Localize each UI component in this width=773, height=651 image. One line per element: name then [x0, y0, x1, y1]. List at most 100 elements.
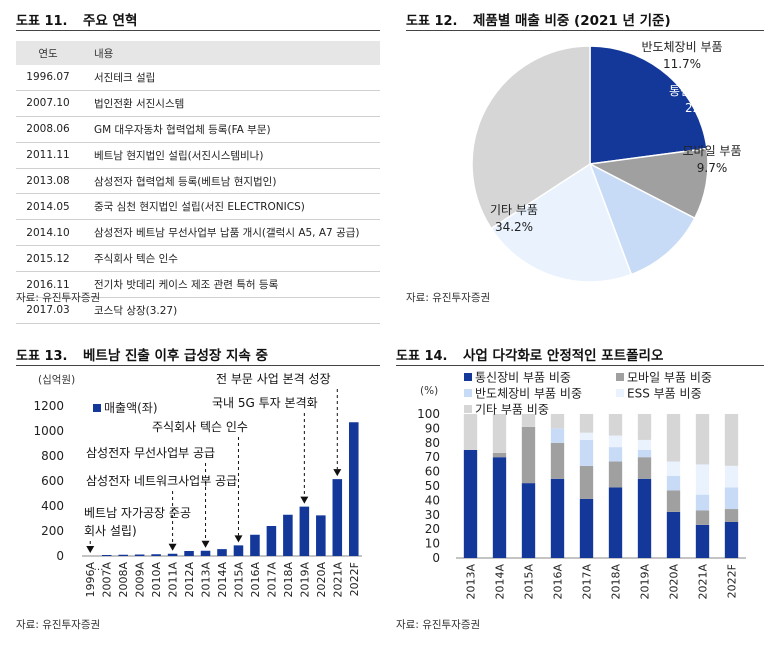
x-tick-label: 2016A	[249, 562, 262, 598]
y-tick-label: 1200	[33, 399, 64, 413]
x-tick-label: 2009A	[134, 562, 147, 598]
row-content: 베트남 현지법인 설립(서진시스템비나)	[80, 142, 380, 169]
table-row: 2014.05 중국 심천 현지법인 설립(서진 ELECTRONICS)	[16, 193, 380, 221]
bar	[250, 534, 260, 556]
table-row: 2008.06 GM 대우자동차 협력업체 등록(FA 부문)	[16, 116, 380, 143]
pie-slice-value: 11.7%	[663, 57, 701, 71]
stacked-bar-segment	[724, 465, 739, 488]
legend-label: ESS 부품 비중	[627, 387, 702, 401]
row-content: 중국 심천 현지법인 설립(서진 ELECTRONICS)	[80, 193, 380, 221]
annotation-text: 삼성전자 네트워크사업부 공급	[86, 474, 237, 488]
bar	[316, 515, 326, 556]
row-year: 2007.10	[16, 90, 80, 117]
stacked-bar-segment	[550, 478, 565, 558]
x-tick-label: 2021A	[697, 564, 710, 600]
legend-swatch	[616, 389, 624, 397]
figure-title: 주요 연혁	[83, 13, 138, 29]
figure-title: 사업 다각화로 안정적인 포트폴리오	[463, 348, 664, 364]
stacked-bar-segment	[492, 457, 507, 558]
legend-label: 반도체장비 부품 비중	[475, 387, 582, 401]
x-tick-label: 2022F	[348, 562, 361, 596]
x-tick-label: 2014A	[216, 562, 229, 598]
stacked-bar-segment	[550, 414, 565, 429]
stacked-bar-segment	[550, 428, 565, 443]
stacked-bar-segment	[608, 447, 623, 462]
x-tick-label: 2015A	[523, 564, 536, 600]
stacked-bar-segment	[666, 490, 681, 512]
history-table: 연도 내용 1996.07 서진테크 설립 2007.10 법인전환 서진시스템 200…	[16, 41, 380, 324]
panel-portfolio: 도표 14. 사업 다각화로 안정적인 포트폴리오 (%) 0 10 20 30 40 50…	[396, 343, 764, 643]
y-tick-label: 20	[425, 522, 440, 536]
row-year: 2014.05	[16, 193, 80, 221]
stacked-bar-segment	[521, 483, 536, 558]
bar	[217, 549, 227, 556]
pie-slice-label: 통신장비 부품	[669, 84, 739, 98]
panel-revenue-header: 도표 13. 베트남 진출 이후 급성장 지속 중	[16, 343, 380, 366]
x-tick-label: 2015A	[232, 562, 245, 598]
y-tick-label: 40	[425, 493, 440, 507]
bar	[184, 551, 194, 556]
stacked-bar-segment	[608, 414, 623, 436]
row-content: 주식회사 텍슨 인수	[80, 245, 380, 273]
figure-number: 도표 12.	[406, 14, 458, 29]
y-tick-label: 400	[41, 499, 64, 513]
row-content: 삼성전자 베트남 무선사업부 납품 개시(갤럭시 A5, A7 공급)	[80, 219, 380, 247]
x-tick-label: 2014A	[494, 564, 507, 600]
x-tick-label: 1996A	[84, 562, 97, 598]
row-content: 법인전환 서진시스템	[80, 90, 380, 117]
row-year: 1996.07	[16, 65, 80, 91]
pie-slice-label: 모바일 부품	[682, 144, 741, 158]
row-year: 2015.12	[16, 245, 80, 273]
panel-product-mix: 도표 12. 제품별 매출 비중 (2021 년 기준) 통신장비 부품 22.9…	[406, 8, 764, 308]
y-tick-label: 200	[41, 524, 64, 538]
stacked-bar-segment	[608, 435, 623, 448]
figure-number: 도표 13.	[16, 349, 68, 364]
stacked-bar-segment	[666, 511, 681, 558]
x-tick-label: 2013A	[465, 564, 478, 600]
x-tick-label: 2022F	[726, 564, 739, 598]
source-note: 자료: 유진투자증권	[396, 619, 481, 631]
x-tick-label: 2021A	[331, 562, 344, 598]
y-tick-label: 10	[425, 537, 440, 551]
y-tick-label: 80	[425, 436, 440, 450]
stacked-bar-segment	[463, 414, 478, 450]
table-row: 2015.12 주식회사 텍슨 인수	[16, 245, 380, 273]
y-unit-label: (%)	[420, 385, 438, 397]
stacked-bar-segment	[579, 432, 594, 440]
x-tick-label: 2011A	[167, 562, 180, 598]
annotation-arrowhead	[86, 546, 95, 553]
stacked-bar-segment	[637, 478, 652, 558]
legend-swatch	[464, 389, 472, 397]
figure-number: 도표 14.	[396, 349, 448, 364]
x-tick-label: 2010A	[150, 562, 163, 598]
stacked-bar-segment	[695, 464, 710, 495]
y-tick-label: 1000	[33, 424, 64, 438]
annotation-text: 주식회사 텍슨 인수	[152, 420, 248, 434]
bar	[283, 514, 293, 556]
pie-slice-label: 반도체장비 부품	[641, 40, 722, 54]
x-tick-label: 2016A	[552, 564, 565, 600]
row-content: GM 대우자동차 협력업체 등록(FA 부문)	[80, 116, 380, 143]
bar	[151, 554, 161, 556]
row-year: 2008.06	[16, 116, 80, 143]
stacked-bar-segment	[579, 465, 594, 499]
panel-history: 도표 11. 주요 연혁 연도 내용 1996.07 서진테크 설립 2007.10…	[16, 8, 380, 324]
y-tick-label: 90	[425, 421, 440, 435]
axis-ellipsis: …	[93, 562, 103, 573]
stacked-bar-segment	[724, 509, 739, 522]
pie-slice	[588, 162, 696, 276]
annotation-arrowhead	[234, 535, 243, 543]
x-tick-label: 2017A	[265, 562, 278, 598]
figure-title: 제품별 매출 비중 (2021 년 기준)	[473, 13, 671, 29]
row-year: 2014.10	[16, 219, 80, 247]
table-header-row: 연도 내용	[16, 41, 380, 65]
source-note: 자료: 유진투자증권	[406, 292, 491, 304]
y-tick-label: 30	[425, 508, 440, 522]
legend-swatch	[464, 405, 472, 413]
stacked-bar-segment	[608, 487, 623, 558]
stacked-bar-segment	[666, 414, 681, 462]
stacked-bar-segment	[579, 498, 594, 558]
row-content: 서진테크 설립	[80, 65, 380, 91]
